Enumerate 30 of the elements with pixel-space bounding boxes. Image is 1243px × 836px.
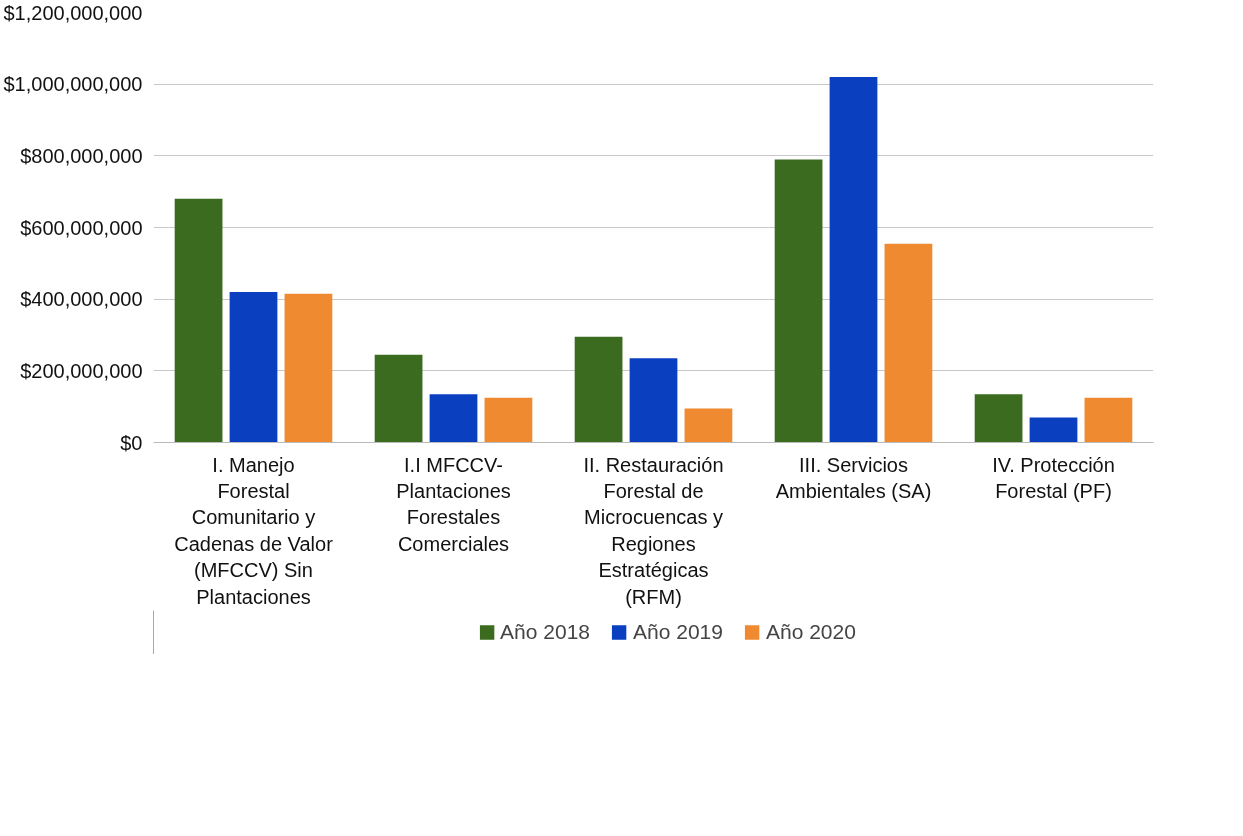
x-tick-label: II. Restauración Forestal de Microcuencas y Regiones Estratégicas (RFM) (583, 453, 724, 608)
bar (684, 408, 733, 443)
legend-label: Año 2019 (633, 620, 723, 644)
bar (429, 394, 478, 443)
bar (774, 159, 823, 443)
bar (629, 358, 678, 443)
x-tick-label: III. Servicios Ambientales (SA) (775, 453, 932, 502)
y-tick-label: $400,000,000 (20, 288, 143, 311)
x-tick-label: I. Manejo Forestal Comunitario y Cadenas de Valor (MFCCV) Sin Plantaciones (174, 453, 334, 608)
bar (884, 243, 933, 443)
legend-label: Año 2018 (500, 620, 591, 644)
bar (229, 292, 278, 443)
y-tick-label: $800,000,000 (20, 144, 143, 167)
bar (574, 336, 623, 443)
y-tick-label: $1,000,000,000 (3, 73, 143, 96)
bar (174, 198, 223, 443)
bar (1084, 397, 1133, 443)
legend-label: Año 2020 (765, 620, 856, 644)
bar (284, 293, 333, 443)
y-tick-label: $0 (120, 431, 143, 454)
bar (484, 397, 533, 443)
x-tick-label: I.I MFCCV-Plantaciones Forestales Comerciales (396, 453, 511, 555)
bar (829, 77, 878, 443)
y-tick-label: $600,000,000 (20, 216, 143, 239)
bar (374, 354, 423, 443)
bar (974, 394, 1023, 443)
y-tick-label: $1,200,000,000 (3, 1, 143, 24)
bar (1029, 417, 1078, 443)
y-tick-label: $200,000,000 (20, 359, 143, 382)
x-tick-label: IV. Protección Forestal (PF) (992, 453, 1115, 502)
